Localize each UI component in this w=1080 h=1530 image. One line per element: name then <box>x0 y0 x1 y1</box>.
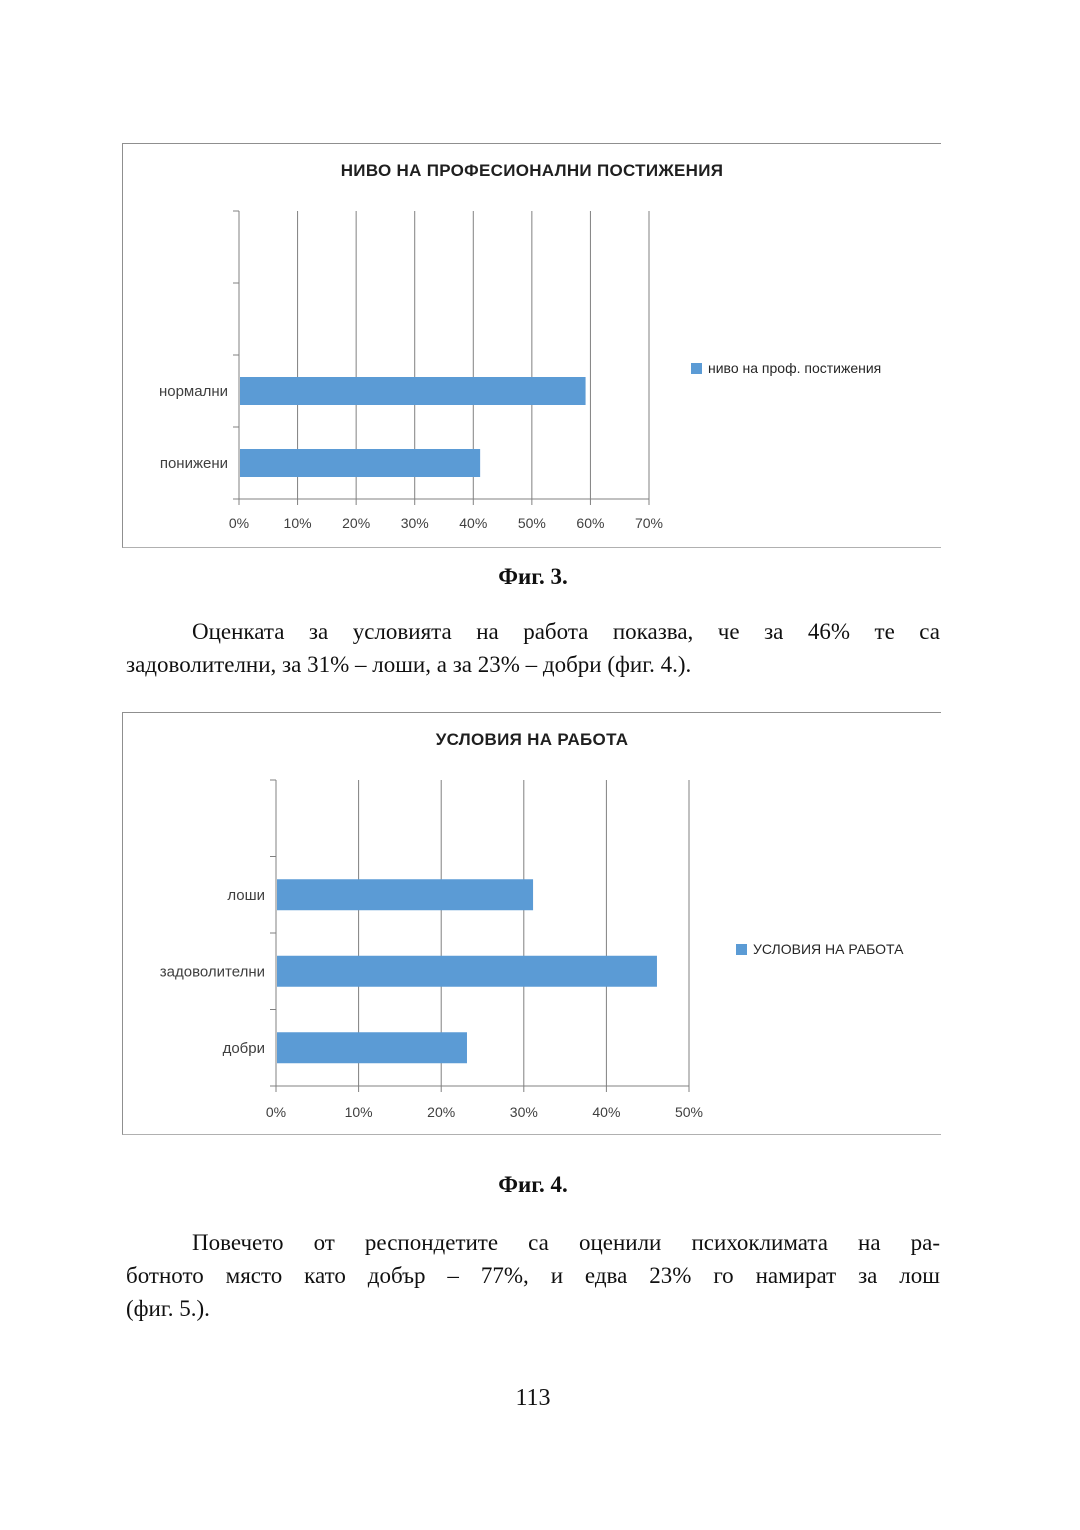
figure-3-caption: Фиг. 3. <box>498 564 568 589</box>
legend-marker <box>691 363 702 374</box>
x-tick-label: 0% <box>229 515 249 531</box>
paragraph-1: Оценката за условията на работа показва,… <box>126 615 940 681</box>
figure-3-chart: 0% 10% 20% 30% 40% 50% 60% 70% нормални понижени н… <box>122 143 941 548</box>
paragraph-line: ботното място като добър – 77%, и едва 2… <box>126 1263 940 1288</box>
x-tick-label: 50% <box>675 1104 703 1120</box>
category-label: понижени <box>160 455 228 472</box>
x-tick-label: 10% <box>284 515 312 531</box>
legend-marker <box>736 944 747 955</box>
bar <box>277 1032 467 1064</box>
bar <box>277 955 657 987</box>
paragraph-line: Повечето от респондетите са оценили псих… <box>192 1230 940 1255</box>
figure-3-chart-title: НИВО НА ПРОФЕСИОНАЛНИ ПОСТИЖЕНИЯ <box>340 161 724 180</box>
x-tick-label: 60% <box>576 515 604 531</box>
bar <box>240 449 481 477</box>
paragraph-2: Повечето от респондетите са оценили псих… <box>126 1226 940 1325</box>
x-tick-label: 30% <box>401 515 429 531</box>
category-label: нормални <box>159 383 228 400</box>
category-label: задоволителни <box>160 963 265 980</box>
x-tick-label: 20% <box>342 515 370 531</box>
x-tick-label: 0% <box>266 1104 286 1120</box>
x-tick-label: 50% <box>518 515 546 531</box>
figure-4-caption: Фиг. 4. <box>498 1172 568 1197</box>
page-number: 113 <box>515 1385 551 1411</box>
figure-4-chart: 0% 10% 20% 30% 40% 50% лоши задоволителни добри У… <box>122 712 941 1135</box>
x-tick-label: 40% <box>592 1104 620 1120</box>
x-tick-label: 70% <box>635 515 663 531</box>
x-tick-label: 10% <box>345 1104 373 1120</box>
x-tick-label: 40% <box>459 515 487 531</box>
paragraph-line: задоволителни, за 31% – лоши, а за 23% –… <box>126 652 692 677</box>
figure-4-chart-title: УСЛОВИЯ НА РАБОТА <box>435 730 629 749</box>
legend-label: ниво на проф. постижения <box>708 360 881 376</box>
figure-3-plot-area: 0% 10% 20% 30% 40% 50% 60% 70% нормални понижени н… <box>159 210 881 531</box>
bar <box>277 879 534 911</box>
paragraph-line: Оценката за условията на работа показва,… <box>192 619 940 644</box>
category-label: добри <box>223 1040 265 1057</box>
category-label: лоши <box>227 887 265 904</box>
figure-4-plot-area: 0% 10% 20% 30% 40% 50% лоши задоволителни добри У… <box>160 779 904 1120</box>
paragraph-line: (фиг. 5.). <box>126 1296 210 1321</box>
x-tick-label: 20% <box>427 1104 455 1120</box>
x-tick-label: 30% <box>510 1104 538 1120</box>
bar <box>240 377 586 405</box>
legend-label: УСЛОВИЯ НА РАБОТА <box>753 941 904 957</box>
